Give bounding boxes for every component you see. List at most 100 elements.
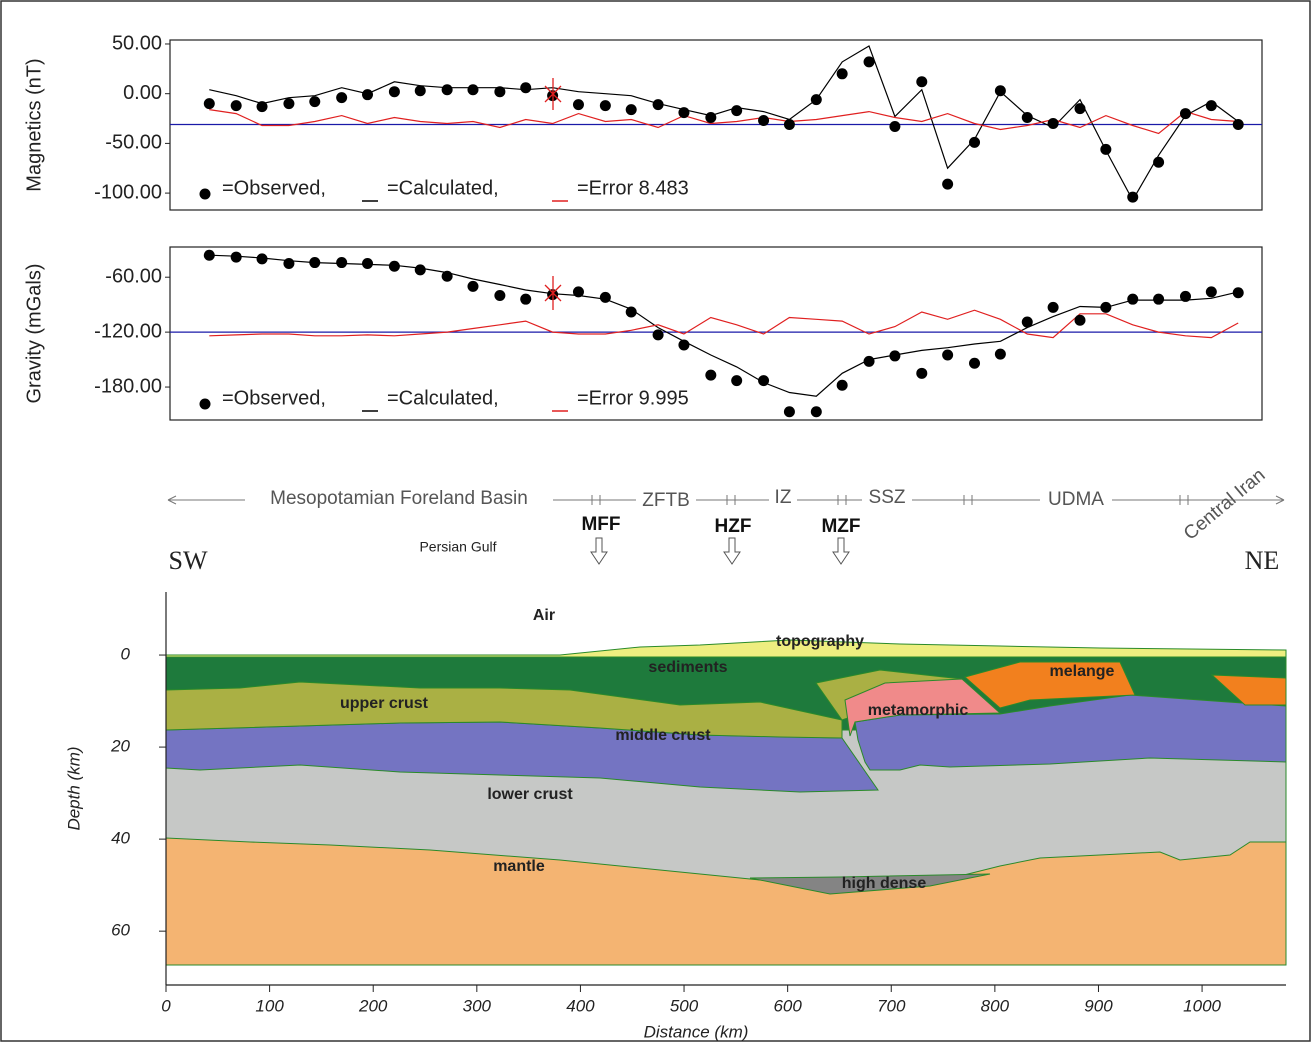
y-tick-label: 40: [111, 829, 130, 848]
observed-point: [705, 112, 716, 123]
observed-point: [520, 82, 531, 93]
y-tick-label: 20: [110, 737, 130, 756]
layer-label: melange: [1050, 663, 1115, 680]
observed-point: [1180, 108, 1191, 119]
observed-point: [442, 84, 453, 95]
legend-label: =Calculated,: [387, 387, 499, 409]
y-axis-label: Magnetics (nT): [23, 58, 45, 191]
observed-point: [784, 406, 795, 417]
observed-point: [653, 329, 664, 340]
observed-point: [837, 380, 848, 391]
y-tick-label: -50.00: [105, 132, 162, 154]
x-tick-label: 500: [670, 996, 699, 1015]
plot-frame: [170, 247, 1262, 420]
legend-label: =Error 8.483: [577, 177, 689, 199]
observed-point: [705, 370, 716, 381]
x-tick-label: 900: [1084, 996, 1113, 1015]
observed-point: [916, 76, 927, 87]
y-tick-label: 0.00: [123, 82, 162, 104]
observed-point: [231, 252, 242, 263]
observed-point: [204, 250, 215, 261]
layer-label: sediments: [648, 659, 727, 676]
y-tick-label: -120.00: [94, 320, 162, 342]
observed-point: [731, 375, 742, 386]
observed-point: [995, 85, 1006, 96]
observed-point: [758, 375, 769, 386]
observed-point: [362, 89, 373, 100]
observed-point: [415, 85, 426, 96]
cross-section: Air topography sediments upper crust met…: [166, 607, 1286, 965]
observed-point: [1048, 302, 1059, 313]
observed-point: [442, 271, 453, 282]
observed-point: [864, 356, 875, 367]
figure: Air topography sediments upper crust met…: [0, 0, 1311, 1042]
observed-point: [309, 257, 320, 268]
x-tick-label: 0: [161, 996, 171, 1015]
observed-point: [889, 350, 900, 361]
observed-point: [494, 86, 505, 97]
observed-point: [1180, 291, 1191, 302]
y-tick-label: 50.00: [112, 32, 162, 54]
side-label: NE: [1245, 546, 1280, 575]
observed-point: [1127, 192, 1138, 203]
observed-point: [231, 100, 242, 111]
observed-point: [1153, 157, 1164, 168]
observed-point: [1022, 112, 1033, 123]
zone-label: UDMA: [1048, 489, 1104, 510]
observed-point: [1153, 294, 1164, 305]
y-tick-label: 0: [121, 645, 131, 664]
observed-point: [889, 121, 900, 132]
observed-point: [494, 290, 505, 301]
observed-point: [678, 339, 689, 350]
x-tick-label: 800: [981, 996, 1010, 1015]
fault-label: MFF: [581, 514, 620, 535]
observed-point: [1048, 118, 1059, 129]
x-tick-label: 700: [877, 996, 906, 1015]
observed-point: [1127, 294, 1138, 305]
legend-label: =Observed,: [222, 387, 326, 409]
observed-point: [626, 306, 637, 317]
y-tick-label: -180.00: [94, 375, 162, 397]
observed-point: [362, 258, 373, 269]
observed-point: [731, 105, 742, 116]
zone-label: IZ: [775, 487, 792, 508]
layer-label: Air: [533, 607, 555, 624]
observed-point: [1206, 100, 1217, 111]
observed-point: [1100, 302, 1111, 313]
observed-point: [626, 104, 637, 115]
observed-point: [811, 406, 822, 417]
observed-point: [467, 84, 478, 95]
fault-label: HZF: [715, 516, 752, 537]
observed-point: [811, 94, 822, 105]
x-axis-label: Distance (km): [644, 1022, 749, 1041]
layer-label: middle crust: [615, 727, 711, 744]
observed-point: [336, 257, 347, 268]
observed-point: [415, 264, 426, 275]
legend-marker: [200, 399, 211, 410]
legend-label: =Calculated,: [387, 177, 499, 199]
observed-point: [283, 258, 294, 269]
observed-point: [1233, 119, 1244, 130]
side-label: SW: [169, 546, 208, 575]
x-tick-label: 1000: [1183, 996, 1221, 1015]
zone-label: Mesopotamian Foreland Basin: [270, 488, 528, 509]
observed-point: [916, 368, 927, 379]
observed-point: [942, 350, 953, 361]
observed-point: [389, 86, 400, 97]
x-tick-label: 600: [773, 996, 802, 1015]
x-tick-label: 300: [463, 996, 492, 1015]
observed-point: [784, 119, 795, 130]
observed-point: [600, 100, 611, 111]
observed-point: [942, 179, 953, 190]
fault-label: MZF: [821, 516, 860, 537]
observed-point: [573, 99, 584, 110]
observed-point: [995, 349, 1006, 360]
zone-label: ZFTB: [642, 490, 690, 511]
observed-point: [969, 137, 980, 148]
observed-point: [1100, 144, 1111, 155]
observed-point: [678, 107, 689, 118]
observed-point: [1075, 103, 1086, 114]
legend-label: =Observed,: [222, 177, 326, 199]
observed-point: [600, 292, 611, 303]
observed-point: [653, 99, 664, 110]
